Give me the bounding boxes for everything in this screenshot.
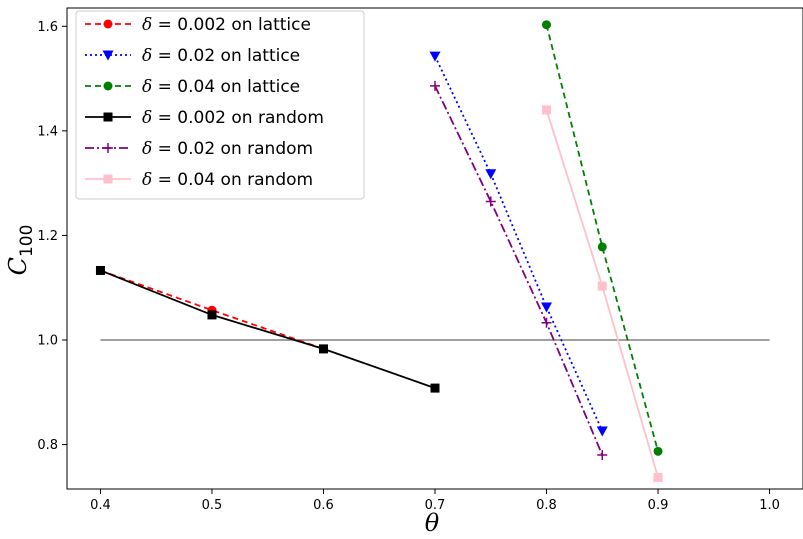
series-line bbox=[434, 55, 604, 432]
data-point bbox=[485, 169, 497, 180]
series-4 bbox=[95, 265, 440, 393]
series-line bbox=[545, 24, 659, 452]
x-tick-label: 0.4 bbox=[90, 498, 111, 513]
data-point bbox=[95, 265, 105, 275]
data-point bbox=[597, 281, 607, 291]
series-3 bbox=[542, 20, 663, 456]
legend-entry: δ = 0.04 on lattice bbox=[85, 77, 300, 97]
legend-entry: δ = 0.02 on random bbox=[85, 139, 313, 159]
series-5 bbox=[430, 80, 608, 461]
legend-marker bbox=[102, 50, 114, 61]
data-point bbox=[430, 383, 440, 393]
legend-marker bbox=[103, 112, 113, 122]
y-tick-label: 1.0 bbox=[37, 333, 58, 348]
legend-entry: δ = 0.04 on random bbox=[85, 170, 313, 190]
y-axis: 0.8 1.0 1.2 1.4 1.6 bbox=[37, 20, 67, 453]
legend-label: δ = 0.002 on lattice bbox=[142, 15, 311, 35]
data-point bbox=[542, 20, 552, 30]
series-line bbox=[434, 85, 604, 456]
x-axis-label: θ bbox=[425, 509, 440, 537]
legend-label: δ = 0.002 on random bbox=[142, 108, 324, 128]
legend-marker bbox=[103, 19, 113, 29]
series-line bbox=[100, 269, 436, 389]
y-tick-label: 1.4 bbox=[37, 124, 58, 139]
legend-marker bbox=[103, 81, 113, 91]
data-point bbox=[542, 105, 552, 115]
series-2 bbox=[429, 51, 608, 437]
data-point bbox=[596, 426, 608, 437]
x-tick-label: 0.8 bbox=[536, 498, 557, 513]
data-point bbox=[429, 51, 441, 62]
legend: δ = 0.002 on lattice δ = 0.02 on lattice δ… bbox=[75, 10, 365, 200]
legend-entry: δ = 0.002 on lattice bbox=[85, 15, 311, 35]
y-tick-label: 1.6 bbox=[37, 20, 58, 35]
x-tick-label: 0.9 bbox=[648, 498, 669, 513]
data-point bbox=[597, 450, 608, 461]
y-axis-label-main: C bbox=[4, 257, 32, 275]
x-tick-label: 0.7 bbox=[425, 498, 446, 513]
data-point bbox=[653, 472, 663, 482]
data-point bbox=[430, 80, 440, 91]
data-point bbox=[207, 310, 217, 320]
y-axis-label: C100 bbox=[4, 225, 37, 276]
data-point bbox=[318, 344, 328, 354]
x-tick-label: 0.6 bbox=[313, 498, 334, 513]
data-point bbox=[597, 242, 607, 252]
series-6 bbox=[542, 105, 663, 482]
legend-entry: δ = 0.002 on random bbox=[85, 108, 324, 128]
legend-label: δ = 0.04 on lattice bbox=[142, 77, 300, 97]
legend-label: δ = 0.02 on random bbox=[142, 139, 313, 159]
legend-entry: δ = 0.02 on lattice bbox=[85, 46, 300, 66]
data-point bbox=[485, 196, 496, 207]
x-tick-label: 1.0 bbox=[759, 498, 780, 513]
series-layer bbox=[95, 20, 663, 482]
legend-box bbox=[75, 10, 365, 200]
data-point bbox=[541, 302, 553, 313]
legend-marker bbox=[103, 174, 113, 184]
data-point bbox=[653, 446, 663, 456]
y-axis-label-subscript: 100 bbox=[17, 225, 37, 257]
legend-marker bbox=[103, 143, 113, 153]
y-tick-label: 0.8 bbox=[37, 438, 58, 453]
x-axis: 0.4 0.5 0.6 0.7 0.8 0.9 1.0 bbox=[90, 489, 780, 513]
data-point bbox=[541, 317, 552, 328]
legend-label: δ = 0.02 on lattice bbox=[142, 46, 300, 66]
legend-label: δ = 0.04 on random bbox=[142, 170, 313, 190]
x-tick-label: 0.5 bbox=[202, 498, 223, 513]
y-tick-label: 1.2 bbox=[37, 229, 58, 244]
